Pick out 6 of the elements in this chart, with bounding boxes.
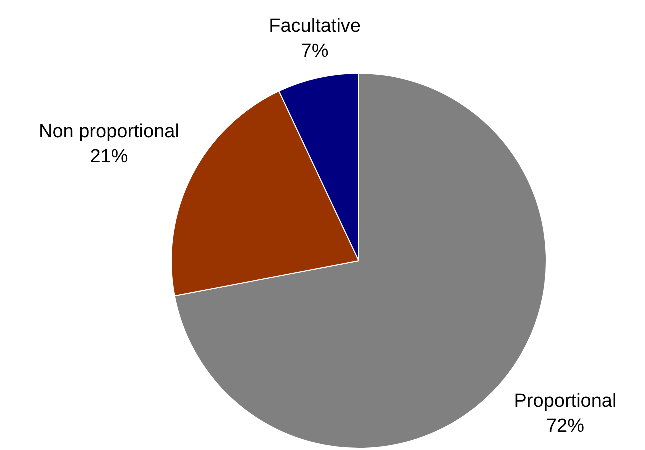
slice-label: Non proportional [38, 121, 180, 142]
data-label: 72% [546, 416, 585, 438]
slice-label: Proportional [514, 391, 617, 412]
data-label: 7% [301, 41, 329, 62]
slice-label: Facultative [269, 16, 361, 38]
data-label: 21% [90, 146, 128, 168]
